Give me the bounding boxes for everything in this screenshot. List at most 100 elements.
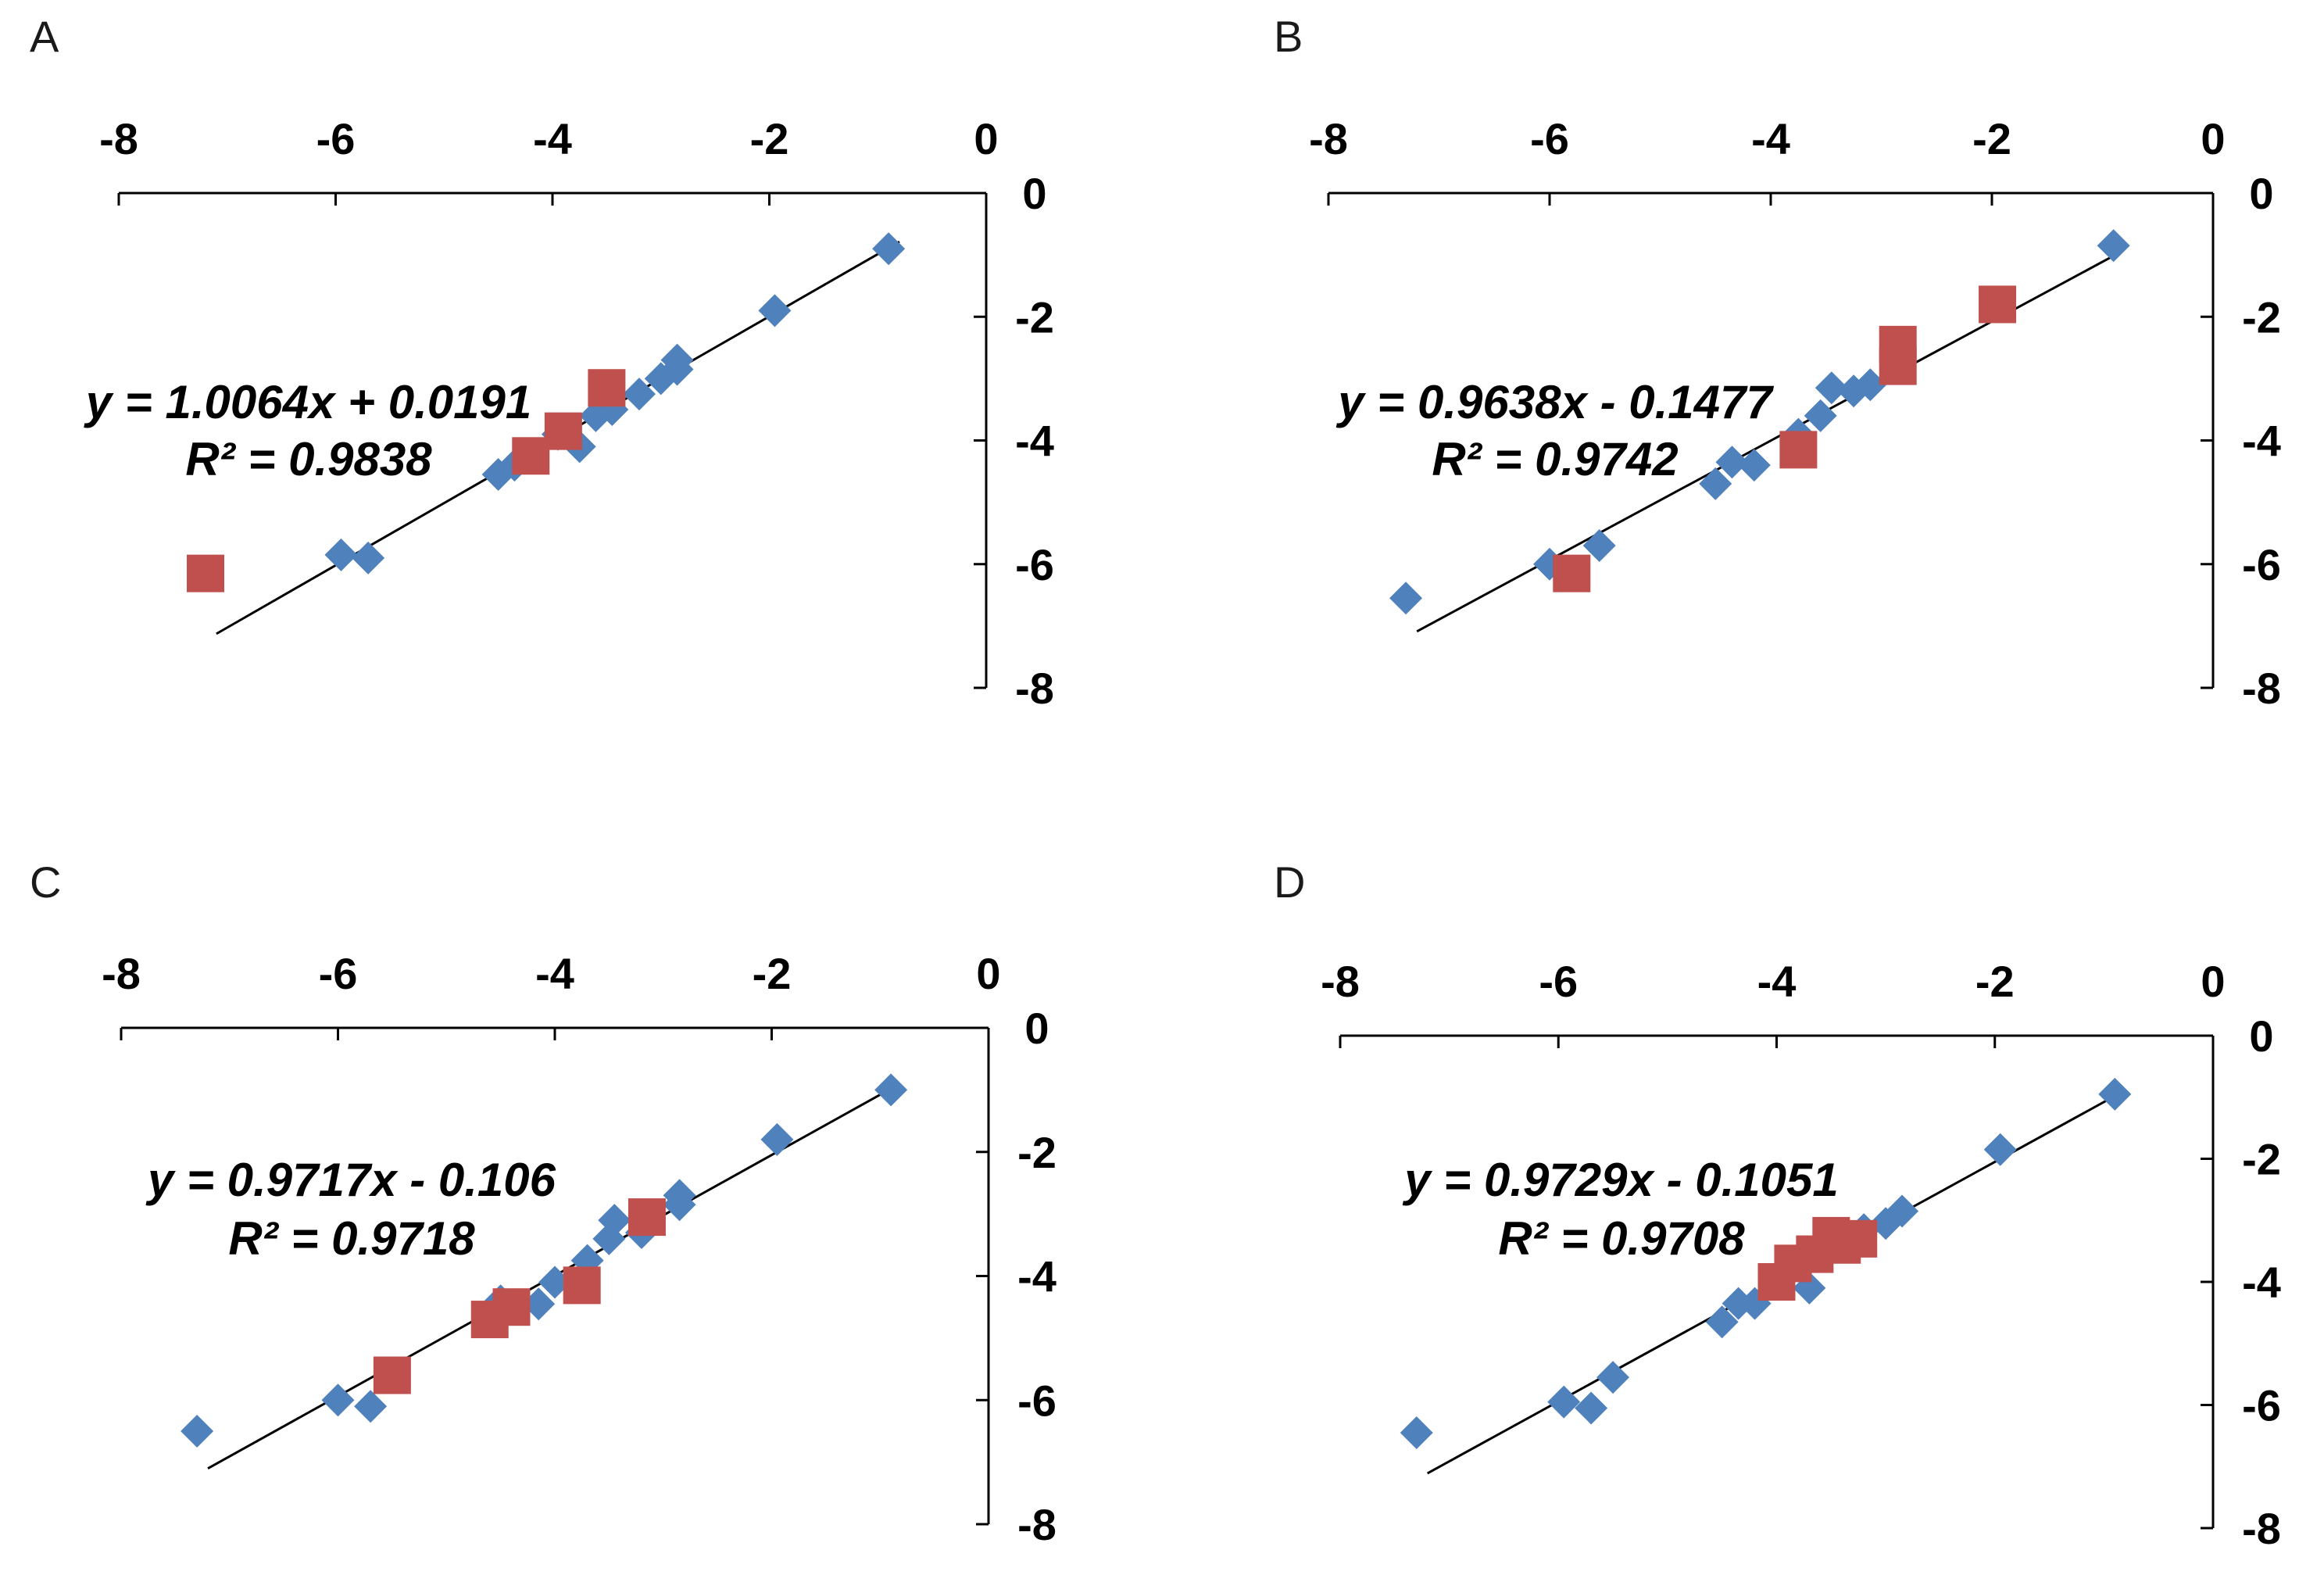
regression-equation: y = 1.0064x + 0.0191 [84, 376, 532, 428]
regression-equation: y = 0.9729x - 0.1051 [1402, 1154, 1838, 1206]
x-tick-label: 0 [974, 114, 998, 163]
training-point [1699, 467, 1732, 500]
r-squared-label: R² = 0.9718 [228, 1212, 475, 1265]
x-tick-label: -2 [1975, 957, 2015, 1006]
x-tick-label: -4 [1757, 957, 1797, 1006]
x-tick-label: -2 [753, 949, 792, 998]
training-point [1596, 1361, 1630, 1394]
test-point [1553, 554, 1591, 592]
x-tick-label: -8 [102, 949, 141, 998]
x-tick-label: -6 [319, 949, 358, 998]
x-tick-label: -4 [535, 949, 574, 998]
training-point [1575, 1391, 1608, 1425]
y-tick-label: -6 [2242, 1381, 2281, 1430]
training-point [1837, 374, 1871, 408]
training-point [181, 1414, 214, 1448]
training-point [1715, 446, 1749, 479]
panel-d: D -8 -6 -4 -2 00 -2 -4 -6 -8 y = 0.9729x - 0.1051… [1274, 857, 2281, 1553]
panel-letter-a: A [30, 12, 59, 61]
y-tick-label: -6 [1015, 540, 1054, 589]
x-tick-label: -2 [750, 114, 789, 163]
training-point [1400, 1416, 1433, 1449]
r-squared-label: R² = 0.9838 [185, 433, 432, 485]
test-point [1979, 285, 2017, 324]
x-tick-label: -8 [1309, 114, 1348, 163]
y-tick-label: -6 [2242, 540, 2281, 589]
regression-equation: y = 0.9717x - 0.106 [145, 1154, 556, 1206]
training-point [2097, 229, 2130, 263]
x-tick-label: -2 [1972, 114, 2011, 163]
training-point [1389, 582, 1423, 615]
y-tick-label: 0 [1022, 169, 1046, 218]
test-point [1779, 431, 1818, 469]
x-tick-label: -8 [1321, 957, 1360, 1006]
training-point [1722, 1287, 1755, 1320]
y-tick-label: 0 [2249, 169, 2273, 218]
training-point [522, 1287, 556, 1321]
training-point [1815, 371, 1848, 405]
training-point [1737, 449, 1771, 482]
y-tick-label: -2 [2242, 1135, 2281, 1184]
training-point [663, 1188, 696, 1222]
training-point [321, 1383, 355, 1417]
y-tick-label: -8 [2242, 664, 2281, 713]
x-tick-label: -4 [533, 114, 572, 163]
training-point [1705, 1305, 1739, 1339]
y-tick-label: -2 [1017, 1128, 1057, 1177]
x-tick-label: 0 [2201, 114, 2225, 163]
training-point [481, 458, 515, 492]
panel-letter-c: C [30, 857, 61, 907]
test-point [470, 1301, 509, 1339]
training-point [644, 362, 678, 396]
panel-c: C -8 -6 -4 -2 00 -2 -4 -6 -8 y = 0.9717x - 0.106 R… [30, 857, 1057, 1549]
panel-letter-b: B [1274, 12, 1303, 61]
panel-a: A -8 -6 -4 -2 00 -2 -4 -6 -8 y = 1.0064x + 0.0191… [30, 12, 1054, 713]
training-point [872, 232, 906, 266]
test-point [627, 1198, 666, 1237]
test-point [512, 437, 550, 475]
test-point [1757, 1263, 1796, 1301]
y-tick-label: -4 [1017, 1252, 1057, 1301]
y-tick-label: -4 [2242, 417, 2281, 466]
y-tick-label: 0 [1024, 1004, 1049, 1053]
test-point [1879, 347, 1917, 385]
x-tick-label: 0 [2201, 957, 2225, 1006]
training-point [538, 1265, 571, 1299]
x-tick-label: -6 [1530, 114, 1569, 163]
y-tick-label: -2 [1015, 292, 1054, 342]
y-tick-label: -8 [1017, 1500, 1057, 1549]
y-tick-label: 0 [2249, 1011, 2273, 1061]
x-tick-label: -8 [99, 114, 138, 163]
x-tick-label: 0 [976, 949, 1000, 998]
y-tick-label: -8 [2242, 1504, 2281, 1553]
training-point [1983, 1133, 2017, 1166]
training-point [874, 1073, 908, 1107]
training-point [2098, 1077, 2132, 1111]
x-tick-label: -6 [1539, 957, 1578, 1006]
panel-b: B -8 -6 -4 -2 00 -2 -4 -6 -8 y = 0.9638x - 0.1477… [1274, 12, 2281, 713]
test-point [588, 369, 626, 407]
panel-letter-d: D [1274, 857, 1305, 907]
training-point [354, 1390, 388, 1423]
y-tick-label: -4 [2242, 1258, 2281, 1307]
x-tick-label: -4 [1751, 114, 1790, 163]
y-tick-label: -4 [1015, 417, 1054, 466]
training-point [758, 294, 792, 328]
training-point [592, 1222, 626, 1255]
r-squared-label: R² = 0.9742 [1432, 433, 1678, 485]
training-point [760, 1122, 794, 1156]
test-point [373, 1356, 411, 1394]
regression-equation: y = 0.9638x - 0.1477 [1335, 376, 1774, 428]
training-point [1804, 399, 1837, 432]
training-point [1582, 529, 1616, 563]
test-point [187, 554, 224, 592]
y-tick-label: -2 [2242, 292, 2281, 342]
training-point [324, 538, 358, 571]
x-tick-label: -6 [316, 114, 356, 163]
test-point [544, 412, 582, 450]
training-point [1547, 1385, 1581, 1419]
y-tick-label: -6 [1017, 1376, 1057, 1425]
training-point [579, 399, 613, 432]
r-squared-label: R² = 0.9708 [1498, 1212, 1745, 1265]
